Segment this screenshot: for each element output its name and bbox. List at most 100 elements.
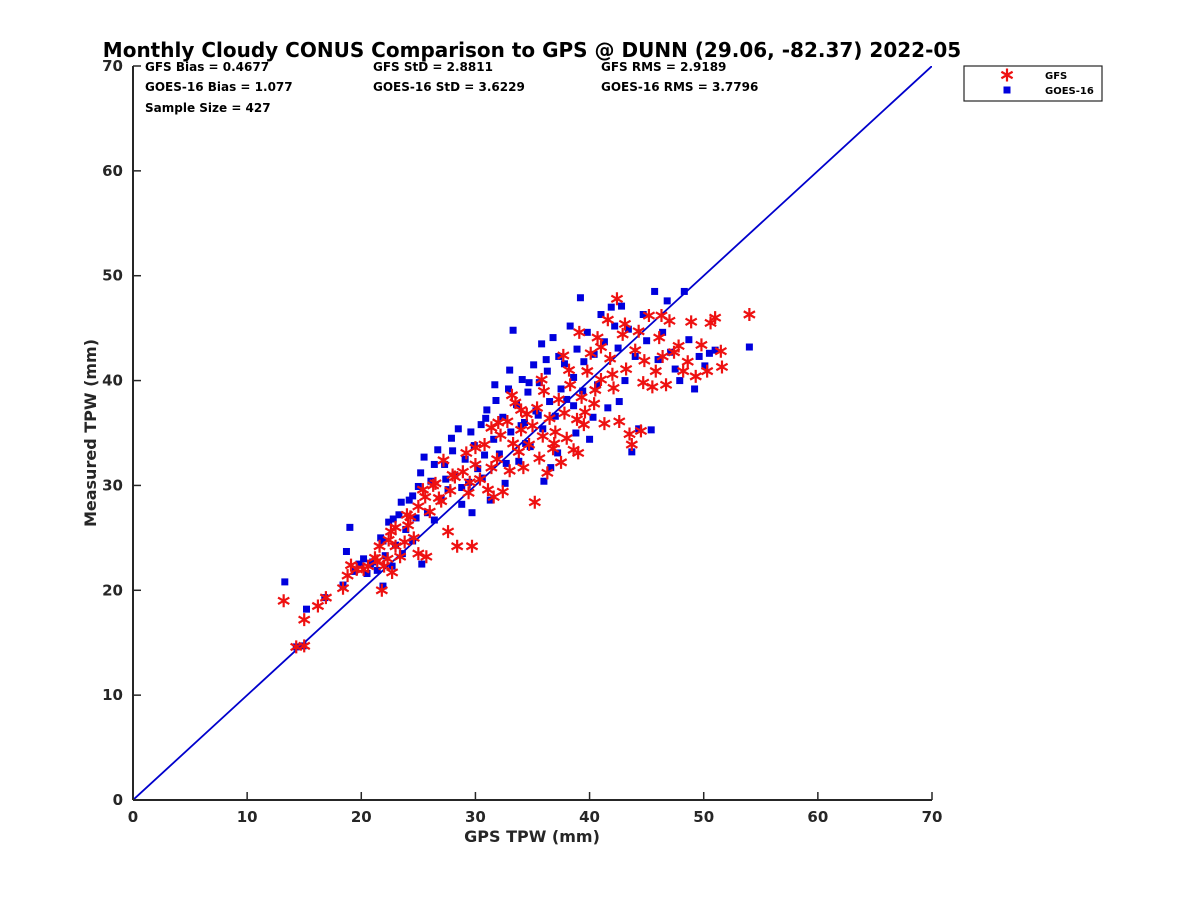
x-tick-label: 30 — [465, 808, 486, 826]
gfs-point — [634, 424, 648, 438]
gfs-point — [638, 354, 651, 368]
goes16-point — [576, 294, 584, 302]
goes16-point — [547, 464, 555, 472]
gfs-point — [632, 324, 645, 338]
goes16-point — [420, 453, 428, 461]
gfs-point — [625, 438, 638, 452]
gfs-point — [655, 309, 668, 323]
goes16-point — [441, 460, 449, 468]
gfs-point — [528, 495, 541, 509]
y-tick-label: 0 — [113, 791, 123, 809]
reference-line — [133, 66, 932, 800]
goes16-point — [409, 492, 417, 500]
goes16-point — [621, 377, 629, 385]
goes16-point — [417, 469, 425, 477]
gfs-point — [616, 327, 629, 341]
gfs-point — [581, 364, 594, 378]
goes16-point — [379, 537, 387, 545]
x-tick-label: 50 — [693, 808, 714, 826]
goes16-point — [434, 446, 442, 454]
goes-std-text: GOES-16 StD = 3.6229 — [373, 80, 525, 94]
goes16-point — [373, 566, 381, 574]
gfs-point — [637, 376, 650, 390]
goes16-point — [355, 560, 363, 568]
gfs-point — [469, 441, 482, 455]
gfs-point — [407, 531, 420, 545]
goes16-point — [502, 459, 510, 467]
gfs-point — [446, 468, 459, 482]
goes16-point — [615, 398, 623, 406]
gfs-point — [676, 364, 690, 378]
gfs-point — [618, 317, 632, 331]
goes16-point — [549, 334, 557, 342]
gfs-point — [450, 539, 464, 553]
goes16-point — [483, 406, 491, 414]
gfs-point — [573, 325, 586, 339]
goes16-point — [555, 352, 563, 360]
goes16-point — [418, 560, 426, 568]
goes16-point — [628, 448, 636, 456]
goes16-point — [467, 428, 475, 436]
goes16-point — [495, 450, 503, 458]
gfs-point — [591, 331, 604, 345]
goes16-point — [499, 413, 507, 421]
gfs-point — [277, 594, 290, 608]
goes16-point — [695, 352, 703, 360]
goes16-point — [461, 455, 469, 463]
goes16-point — [685, 336, 693, 344]
gfs-point — [659, 378, 673, 392]
goes16-point — [539, 425, 547, 433]
goes16-point — [705, 349, 713, 357]
goes-bias-text: GOES-16 Bias = 1.077 — [145, 80, 293, 94]
gfs-point — [536, 429, 549, 443]
gfs-point — [465, 539, 479, 553]
gfs-point — [649, 364, 662, 378]
gfs-point — [653, 331, 666, 345]
gfs-point — [490, 452, 504, 466]
goes16-point — [594, 381, 602, 389]
gfs-point — [514, 423, 528, 437]
goes16-point — [360, 555, 368, 563]
goes16-point — [680, 287, 688, 295]
goes16-point — [542, 356, 550, 364]
goes16-point — [302, 605, 310, 613]
gfs-point — [526, 419, 539, 433]
goes16-point — [482, 414, 490, 422]
goes16-point — [745, 343, 753, 351]
goes16-point — [589, 413, 597, 421]
goes16-point — [474, 465, 482, 473]
goes16-point — [507, 428, 515, 436]
goes16-point — [691, 385, 699, 393]
goes16-point — [379, 582, 387, 590]
goes16-point — [618, 302, 626, 310]
goes16-point — [409, 537, 417, 545]
y-tick-label: 30 — [102, 476, 123, 494]
gfs-point — [689, 369, 702, 383]
gfs-point — [558, 406, 571, 420]
goes-rms-text: GOES-16 RMS = 3.7796 — [601, 80, 758, 94]
goes16-point — [651, 287, 659, 295]
y-tick-label: 50 — [102, 267, 123, 285]
goes16-point — [381, 552, 389, 560]
gfs-point — [571, 446, 585, 460]
goes16-point — [659, 328, 667, 336]
gfs-point — [441, 525, 455, 539]
y-tick-label: 60 — [102, 162, 123, 180]
gfs-point — [522, 438, 536, 452]
gfs-point — [594, 340, 608, 354]
gfs-point — [607, 381, 620, 395]
gfs-point — [385, 565, 399, 579]
plot-area — [133, 66, 932, 800]
gfs-point — [603, 352, 617, 366]
goes16-point — [398, 550, 406, 558]
gfs-point — [557, 348, 570, 362]
gfs-point — [419, 490, 432, 504]
gfs-point — [623, 427, 636, 441]
gfs-point — [578, 405, 592, 419]
axes: 0 10 20 30 40 50 60 70 0 10 20 30 40 50 60 70 — [102, 57, 942, 826]
gfs-point — [463, 475, 476, 489]
goes16-point — [447, 434, 455, 442]
gfs-point — [469, 457, 482, 471]
y-tick-label: 70 — [102, 57, 123, 75]
gfs-point — [401, 518, 415, 532]
